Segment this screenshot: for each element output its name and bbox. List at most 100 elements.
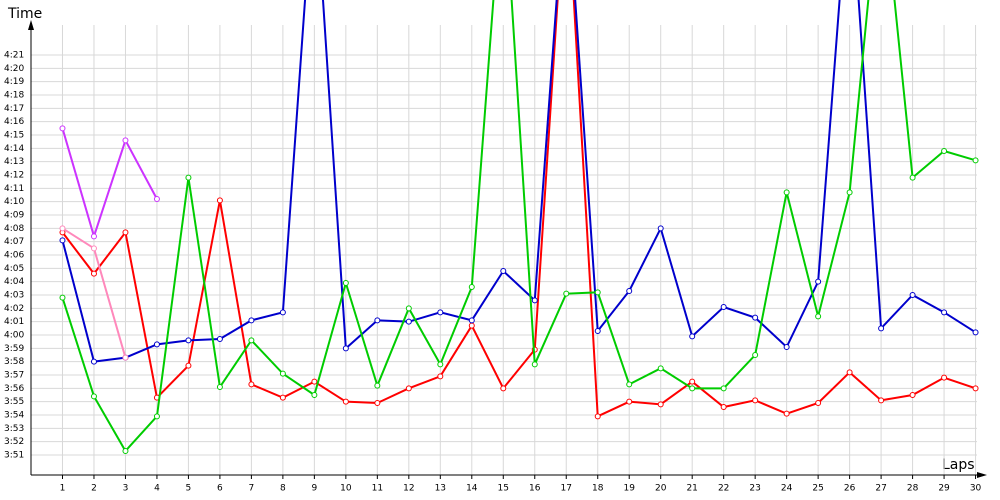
- data-point: [909, 392, 916, 398]
- x-tick-label: 2: [91, 484, 97, 494]
- data-point: [90, 245, 97, 252]
- y-tick-label: 4:14: [4, 144, 24, 154]
- data-point: [815, 400, 822, 406]
- y-tick-label: 3:58: [4, 357, 24, 367]
- x-tick-label: 15: [498, 484, 509, 494]
- x-axis-arrow: [977, 472, 987, 478]
- data-point: [972, 385, 979, 392]
- data-point: [815, 313, 822, 320]
- x-tick-label: 28: [907, 484, 919, 494]
- x-tick-label: 13: [435, 484, 446, 494]
- data-point: [689, 333, 696, 340]
- data-point: [59, 225, 66, 232]
- y-tick-label: 4:21: [4, 51, 24, 61]
- y-tick-label: 4:08: [4, 224, 24, 234]
- data-point: [153, 341, 160, 348]
- data-point: [657, 401, 664, 408]
- data-point: [374, 382, 381, 389]
- y-tick-label: 3:51: [4, 451, 24, 461]
- data-point: [594, 328, 601, 334]
- data-point: [279, 370, 286, 377]
- y-tick-label: 4:16: [4, 117, 24, 127]
- data-point: [626, 381, 633, 388]
- data-point: [468, 284, 475, 290]
- y-tick-label: 4:12: [4, 171, 24, 181]
- data-point: [500, 385, 507, 392]
- data-point: [185, 174, 192, 181]
- y-axis-title: Time: [7, 6, 42, 22]
- y-tick-label: 4:09: [4, 211, 24, 221]
- data-point: [500, 268, 507, 274]
- x-tick-label: 3: [123, 484, 129, 494]
- series-line: [61, 0, 977, 363]
- y-tick-label: 4:04: [4, 277, 24, 287]
- x-tick-label: 17: [561, 484, 572, 494]
- y-tick-label: 3:56: [4, 384, 24, 394]
- y-tick-label: 4:15: [4, 131, 24, 141]
- y-tick-label: 4:13: [4, 157, 24, 167]
- data-point: [279, 394, 286, 401]
- data-point: [90, 393, 97, 400]
- data-point: [122, 229, 129, 236]
- data-point: [878, 325, 885, 332]
- y-tick-label: 3:53: [4, 424, 24, 434]
- y-tick-label: 4:10: [4, 197, 24, 207]
- data-point: [153, 413, 160, 420]
- x-axis-title: Laps: [942, 457, 975, 473]
- x-tick-label: 20: [655, 484, 667, 494]
- data-point: [248, 381, 255, 388]
- data-point: [59, 237, 66, 244]
- data-point: [90, 270, 97, 277]
- data-point: [122, 354, 129, 361]
- data-point: [941, 374, 948, 381]
- data-point: [248, 317, 255, 324]
- x-tick-label: 27: [875, 484, 886, 494]
- data-point: [216, 197, 223, 204]
- data-point: [846, 189, 853, 196]
- y-tick-label: 4:19: [4, 77, 24, 87]
- series-line: [61, 0, 976, 453]
- x-tick-label: 16: [529, 484, 541, 494]
- data-point: [689, 378, 696, 385]
- data-point: [342, 280, 349, 286]
- data-point: [720, 404, 727, 410]
- data-point: [720, 385, 727, 392]
- data-point: [783, 189, 790, 196]
- x-tick-label: 4: [154, 484, 160, 494]
- data-point: [405, 385, 412, 392]
- data-point: [90, 358, 97, 365]
- x-tick-label: 21: [686, 484, 697, 494]
- x-tick-label: 11: [372, 484, 383, 494]
- data-point: [185, 337, 192, 344]
- y-tick-label: 4:18: [4, 91, 24, 101]
- x-tick-label: 26: [844, 484, 856, 494]
- data-point: [815, 278, 822, 285]
- data-point: [311, 392, 318, 398]
- y-tick-label: 4:11: [4, 184, 24, 194]
- data-point: [689, 385, 696, 392]
- data-point: [657, 365, 664, 372]
- y-tick-label: 4:20: [4, 64, 24, 74]
- y-tick-label: 4:01: [4, 317, 24, 327]
- data-point: [531, 297, 538, 304]
- data-point: [626, 398, 633, 405]
- data-point: [59, 294, 66, 301]
- data-point: [59, 125, 66, 132]
- x-tick-label: 24: [781, 484, 793, 494]
- x-tick-label: 14: [466, 484, 478, 494]
- data-point: [437, 309, 444, 316]
- series-line: [61, 0, 976, 418]
- y-tick-label: 4:00: [4, 331, 24, 341]
- data-point: [752, 314, 759, 321]
- x-tick-label: 8: [280, 484, 286, 494]
- data-point: [405, 305, 412, 312]
- data-point: [783, 410, 790, 417]
- data-point: [374, 400, 381, 406]
- data-point: [909, 292, 916, 298]
- data-point: [342, 345, 349, 352]
- data-point: [531, 361, 538, 368]
- series-line: [61, 128, 158, 240]
- x-tick-label: 30: [970, 484, 982, 494]
- y-tick-label: 4:07: [4, 237, 24, 247]
